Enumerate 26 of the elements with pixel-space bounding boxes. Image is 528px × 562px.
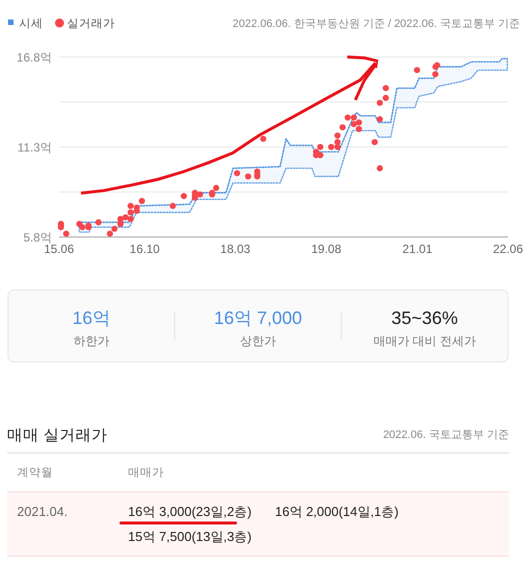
text: 15억 7,500(13일,3층) [128, 529, 252, 544]
text: 매매가 [128, 467, 164, 479]
x-tick-label: 19.08 [311, 242, 342, 256]
y-tick-label: 11.3억 [18, 140, 52, 154]
category-label: 매매가 대비 전세가 [373, 334, 476, 348]
y-tick-label: 16.8억 [16, 50, 52, 64]
text: 매매 실거래가 [7, 427, 108, 444]
legend-label: 실거래가 [67, 18, 115, 30]
text: 16억 3,000(23일,2층) [128, 504, 252, 519]
y-tick-label: 5.8억 [23, 230, 52, 244]
text: 2021.04. [17, 504, 68, 519]
text: 2022.06.06. 한국부동산원 기준 / 2022.06. 국토교통부 기준 [232, 18, 520, 30]
category-label: 상한가 [240, 334, 276, 348]
x-tick-label: 22.06 [492, 242, 524, 256]
value-label: 16억 [72, 308, 110, 328]
x-tick-label: 18.03 [220, 242, 251, 256]
value-label: 35~36% [391, 308, 458, 328]
value-label: 16억 7,000 [214, 308, 302, 328]
text: 계약월 [17, 467, 53, 479]
legend-label: 시세 [19, 18, 43, 30]
category-label: 하한가 [73, 334, 110, 348]
text: 2022.06. 국토교통부 기준 [383, 429, 509, 441]
x-tick-label: 15.06 [44, 242, 74, 256]
x-tick-label: 21.01 [402, 242, 433, 256]
text: 16억 2,000(14일,1층) [275, 504, 399, 519]
x-tick-label: 16.10 [130, 242, 160, 256]
